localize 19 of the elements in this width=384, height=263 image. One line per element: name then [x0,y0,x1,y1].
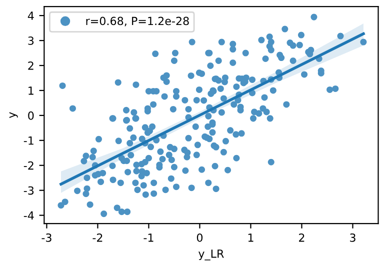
x-tick-label: 2 [299,233,304,242]
y-tick-label: -2 [24,161,34,170]
y-tick-label: 3 [28,36,34,45]
x-tick-label: 0 [196,233,203,242]
x-tick-label: 1 [248,234,254,242]
x-tick-label: -1 [144,234,154,242]
y-axis-title: y [9,112,18,118]
x-tick-label: -3 [42,233,52,242]
y-tick-label: -4 [24,211,34,220]
y-tick-label: 4 [28,12,34,20]
y-tick-label: -1 [24,136,34,145]
x-tick-label: 3 [350,233,356,242]
y-tick-label: 1 [28,86,34,95]
legend-label: r=0.68, P=1.2e-28 [86,16,189,26]
y-tick-label: 2 [28,61,34,70]
x-tick-label: -2 [92,233,102,242]
x-axis-title: y_LR [198,250,224,260]
y-tick-label: 0 [28,111,34,120]
y-tick-label: -3 [24,186,34,195]
